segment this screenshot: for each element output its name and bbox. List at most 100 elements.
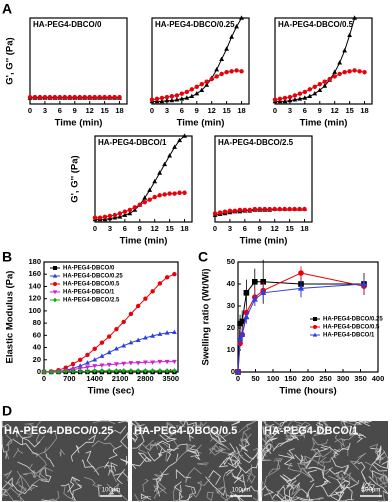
marker <box>169 94 175 99</box>
marker <box>112 212 118 218</box>
sem-fiber <box>349 429 364 437</box>
x-tick-label: 9 <box>318 106 322 115</box>
marker <box>143 360 148 365</box>
marker <box>352 15 357 20</box>
sem-fiber <box>267 459 280 475</box>
chart-title: HA-PEG4-DBCO/0.25 <box>155 20 235 29</box>
sem-fiber <box>208 445 224 456</box>
x-tick-label: 12 <box>86 106 94 115</box>
sem-fiber <box>28 463 54 474</box>
marker <box>177 190 182 195</box>
marker <box>99 368 105 374</box>
sem-fiber <box>40 467 52 483</box>
sem-fiber <box>285 434 303 440</box>
x-axis-label: Time (min) <box>240 236 288 247</box>
marker <box>63 365 68 370</box>
marker <box>322 79 327 84</box>
sem-fiber <box>261 481 264 497</box>
sem-fiber <box>315 420 327 430</box>
marker <box>167 191 172 196</box>
marker <box>219 56 225 61</box>
sem-fiber <box>113 490 129 502</box>
marker <box>347 69 352 74</box>
marker <box>70 361 76 367</box>
marker <box>302 89 308 95</box>
sem-fiber <box>131 432 138 443</box>
sem-fiber <box>134 493 151 502</box>
plot-frame <box>94 135 193 223</box>
y-tick-label: 180 <box>28 257 41 266</box>
y-tick-label: 100 <box>28 306 41 315</box>
sem-fiber <box>36 431 45 445</box>
x-tick-label: 0 <box>273 106 277 115</box>
x-tick-label: 3 <box>43 106 47 115</box>
legend-marker <box>313 317 317 321</box>
marker <box>114 346 119 351</box>
marker <box>56 369 61 375</box>
sem-texture <box>260 420 389 502</box>
marker <box>157 331 163 336</box>
sem-fiber <box>165 431 179 448</box>
marker <box>182 133 187 138</box>
marker <box>127 207 133 213</box>
sem-fiber <box>233 473 247 493</box>
marker <box>143 368 148 374</box>
marker <box>272 206 277 212</box>
sem-fiber <box>382 472 389 484</box>
y-tick-label: 50 <box>227 257 235 266</box>
marker <box>204 79 209 84</box>
x-tick-label: 200 <box>302 374 315 383</box>
sem-fiber <box>108 462 118 476</box>
sem-fiber <box>173 481 182 493</box>
sem-fiber <box>305 455 320 469</box>
plot-frame <box>151 17 250 105</box>
sem-fiber <box>289 424 303 436</box>
sem-fiber <box>286 477 301 490</box>
sem-fiber <box>103 461 116 472</box>
marker <box>292 97 298 102</box>
sem-fiber <box>140 493 152 500</box>
marker <box>252 279 258 285</box>
sem-fiber <box>59 448 65 457</box>
sem-fiber <box>223 420 241 426</box>
sem-fiber <box>337 494 354 502</box>
sem-fiber <box>43 431 58 454</box>
marker <box>102 94 107 100</box>
marker <box>127 210 133 216</box>
marker <box>172 144 177 149</box>
marker <box>287 206 292 212</box>
marker <box>97 215 103 220</box>
marker <box>251 296 258 302</box>
x-tick-label: 300 <box>337 374 350 383</box>
x-tick-label: 350 <box>354 374 367 383</box>
marker <box>82 94 87 100</box>
image-label: HA-PEG4-DBCO/1 <box>264 425 358 437</box>
sem-fiber <box>166 421 175 430</box>
sem-fiber <box>377 492 387 502</box>
scale-bar-label: 100μm <box>362 488 380 494</box>
sem-fiber <box>262 425 277 436</box>
sem-fiber <box>261 485 274 496</box>
sem-fiber <box>374 460 389 469</box>
sem-fiber <box>261 442 272 454</box>
marker <box>164 330 170 335</box>
sem-fiber <box>328 478 351 497</box>
marker <box>32 94 38 100</box>
sem-fiber <box>223 455 240 466</box>
legend-label: HA-PEG4-DBCO/0.5 <box>323 325 380 331</box>
sem-fiber <box>153 484 167 494</box>
sem-fiber <box>131 421 148 429</box>
sem-fiber <box>290 424 299 441</box>
sem-fiber <box>271 426 283 439</box>
sem-fiber <box>175 469 192 479</box>
x-axis-label: Time (sec) <box>88 386 135 397</box>
sem-fiber <box>361 474 375 492</box>
sem-fiber <box>175 444 196 463</box>
sem-fiber <box>193 421 208 430</box>
marker <box>157 359 163 365</box>
marker <box>142 195 148 200</box>
sem-fiber <box>120 455 129 466</box>
legend-marker <box>312 332 318 337</box>
legend-marker <box>53 266 57 270</box>
y-tick-label: 0 <box>37 367 41 376</box>
